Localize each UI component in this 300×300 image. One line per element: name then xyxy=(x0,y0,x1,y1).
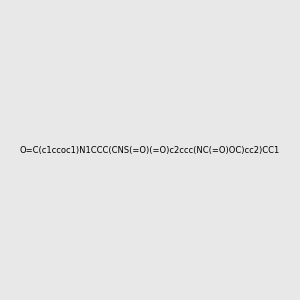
Text: O=C(c1ccoc1)N1CCC(CNS(=O)(=O)c2ccc(NC(=O)OC)cc2)CC1: O=C(c1ccoc1)N1CCC(CNS(=O)(=O)c2ccc(NC(=O… xyxy=(20,146,280,154)
